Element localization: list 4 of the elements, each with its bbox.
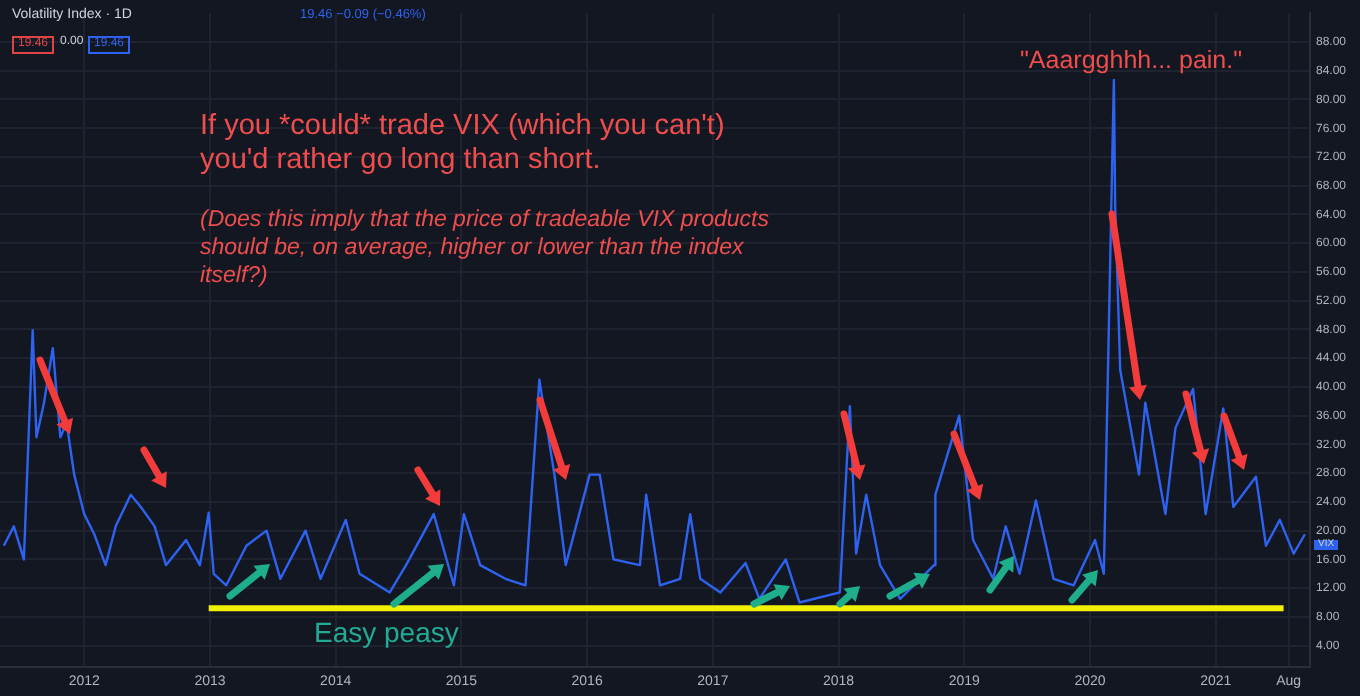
annotation: "Aaargghhh... pain." (1020, 46, 1243, 76)
annotation: Easy peasy (314, 616, 459, 650)
annotation: (Does this imply that the price of tradeable VIX products should be, on average, higher or lower than the index itself?) (200, 208, 771, 291)
annotation: If you *could* trade VIX (which you can't) you'd rather go long than short. (200, 110, 727, 180)
